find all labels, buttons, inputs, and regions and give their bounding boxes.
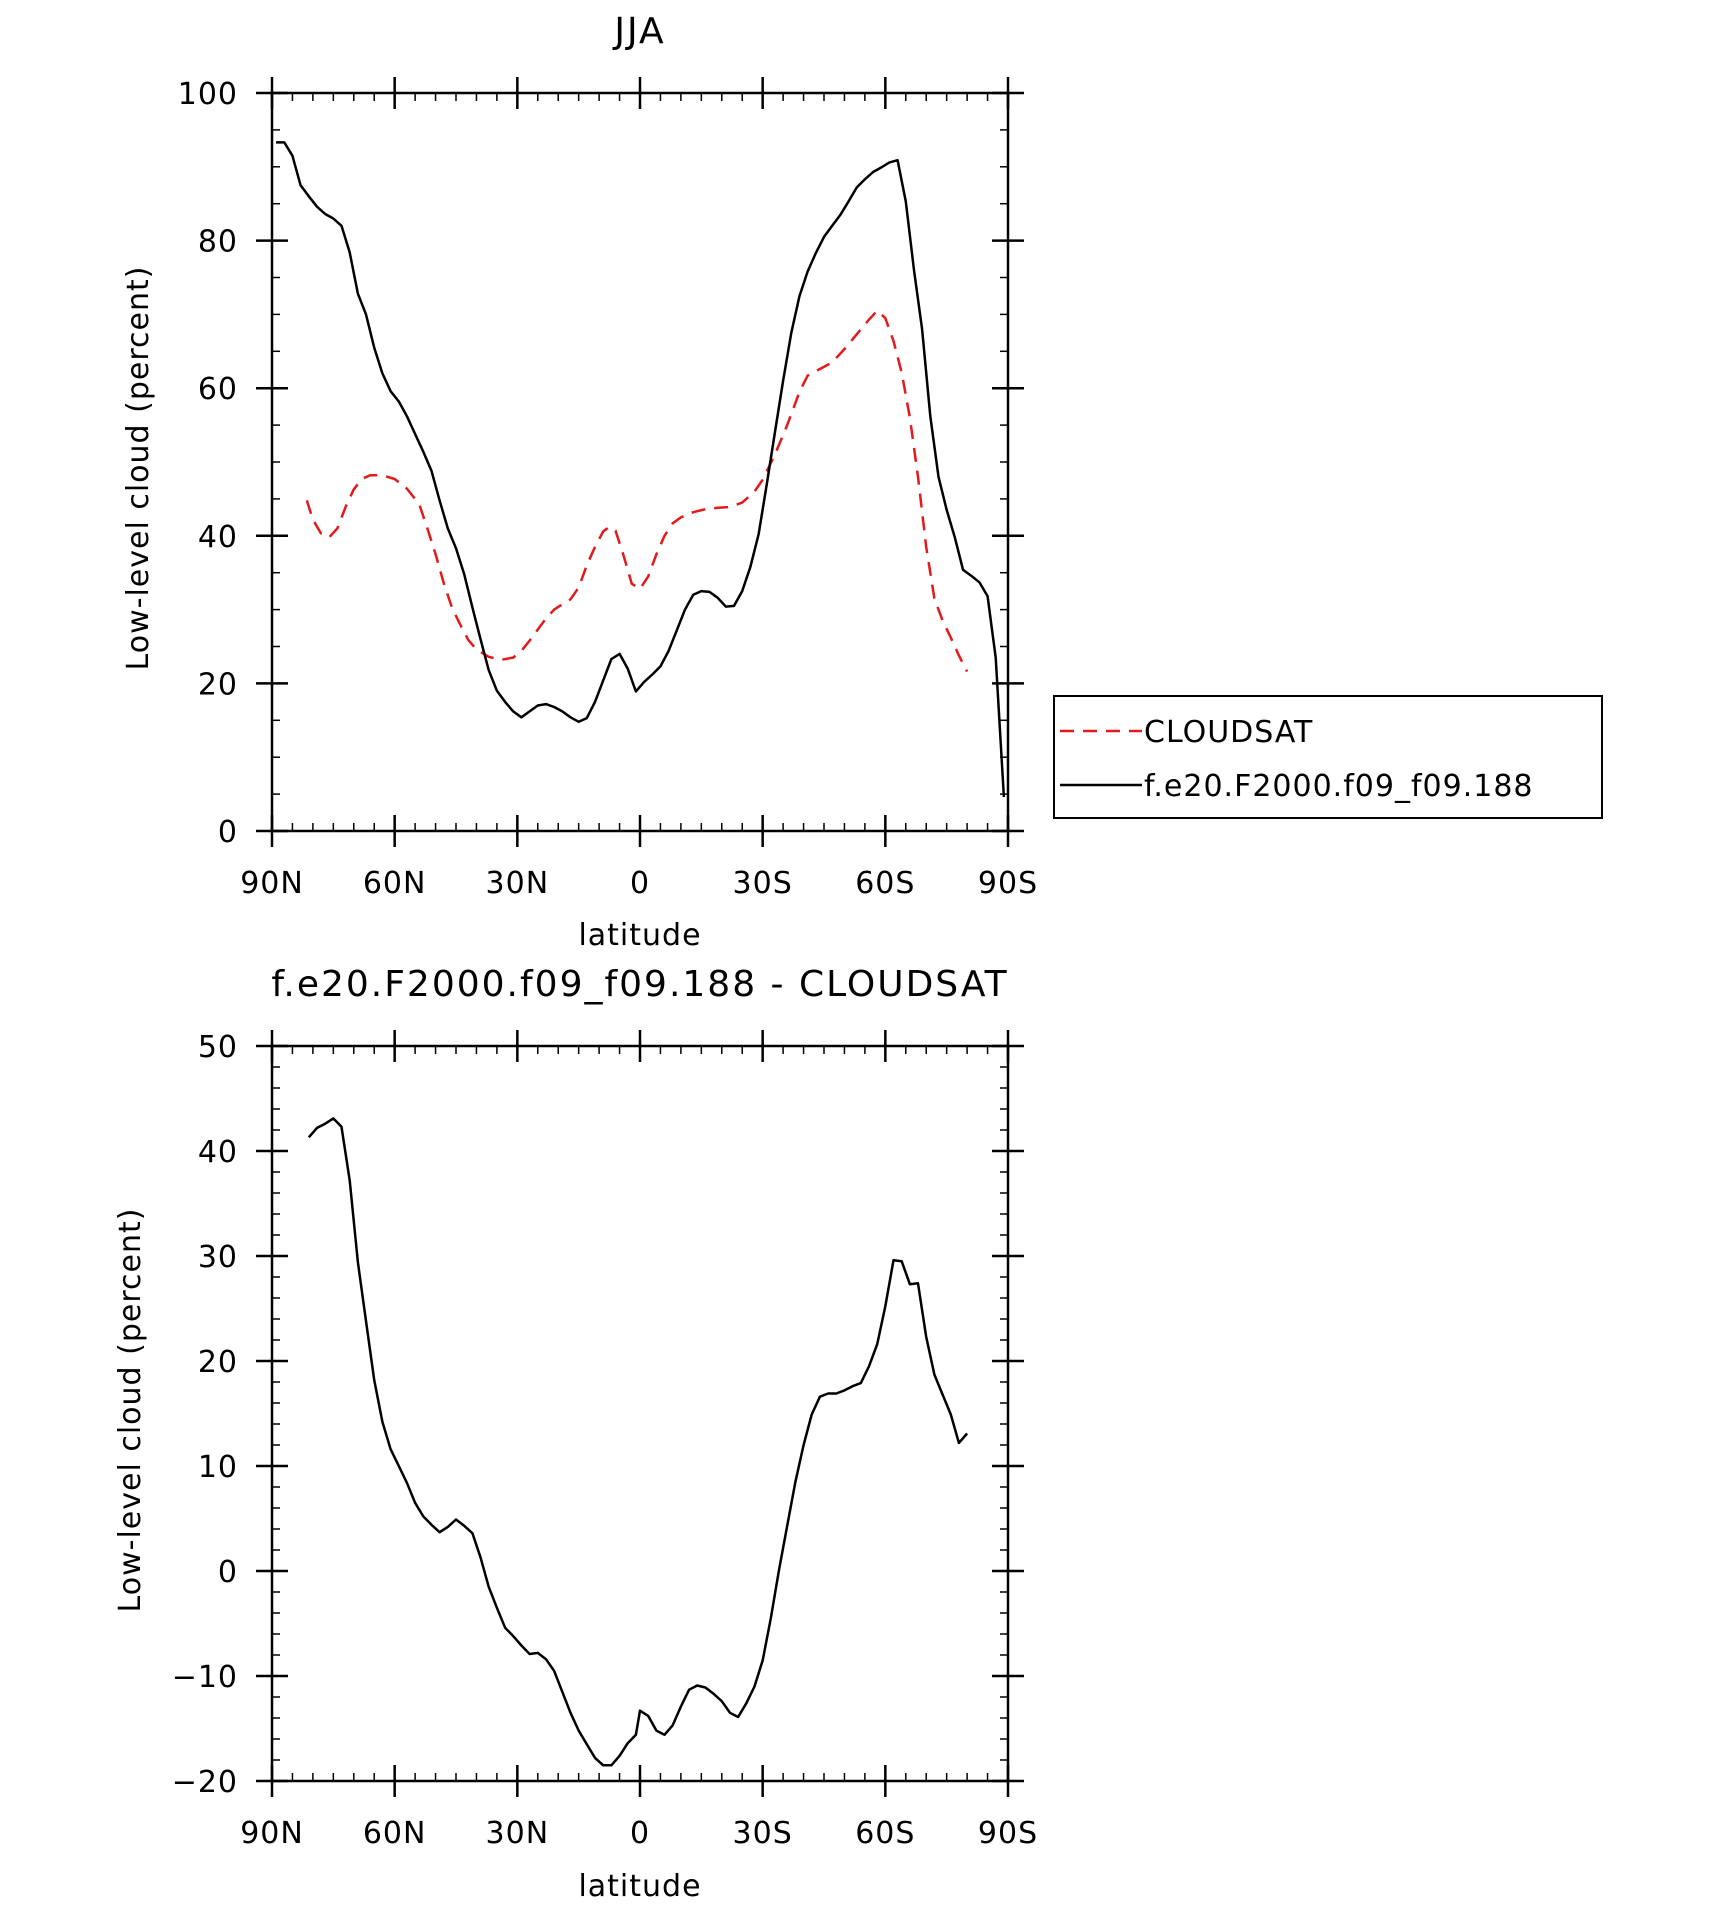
- top-chart-title: JJA: [612, 11, 665, 52]
- legend-box: [1053, 695, 1603, 819]
- y-tick-label: 10: [198, 1450, 238, 1485]
- series-line-f-e20-f2000-f09-f09-188: [276, 141, 1006, 798]
- top-axis-ticks: 90N 60N 30N 0 30S 60S 90S 0 20 40 60 80 100: [178, 77, 1038, 901]
- x-tick-label: 60S: [855, 1816, 915, 1851]
- bottom-chart-title: f.e20.F2000.f09_f09.188 - CLOUDSAT: [271, 964, 1008, 1005]
- series-line-cloudsat: [305, 309, 969, 673]
- y-tick-label: 40: [198, 1135, 238, 1170]
- bottom-axis-ticks: 90N 60N 30N 0 30S 60S 90S −20 −10 0 10 20 30 40 50: [172, 1030, 1038, 1851]
- x-tick-label: 90N: [240, 1816, 304, 1851]
- y-tick-label: 0: [218, 1555, 238, 1590]
- legend-label-cloudsat: CLOUDSAT: [1144, 715, 1313, 750]
- legend: CLOUDSAT f.e20.F2000.f09_f09.188: [1053, 695, 1603, 819]
- bottom-panel: f.e20.F2000.f09_f09.188 - CLOUDSAT latit…: [113, 964, 1038, 1904]
- x-tick-label: 90N: [240, 866, 304, 901]
- x-tick-label: 30S: [733, 1816, 793, 1851]
- top-x-axis-title: latitude: [578, 918, 701, 953]
- x-tick-label: 30N: [486, 1816, 550, 1851]
- x-tick-label: 90S: [978, 1816, 1038, 1851]
- legend-label-model: f.e20.F2000.f09_f09.188: [1144, 769, 1534, 804]
- y-tick-label: 50: [198, 1030, 238, 1065]
- bottom-x-axis-title: latitude: [578, 1869, 701, 1904]
- y-tick-label: 40: [198, 520, 238, 555]
- x-tick-label: 90S: [978, 866, 1038, 901]
- y-tick-label: 0: [218, 815, 238, 850]
- x-tick-label: 30N: [486, 866, 550, 901]
- top-series-group: [276, 141, 1006, 798]
- y-tick-label: 20: [198, 667, 238, 702]
- top-plot-frame: [270, 91, 1010, 833]
- bottom-series-group: [307, 1117, 969, 1767]
- x-tick-label: 0: [630, 866, 650, 901]
- y-tick-label: 100: [178, 77, 238, 112]
- bottom-plot-frame: [270, 1044, 1010, 1783]
- y-tick-label: 30: [198, 1240, 238, 1275]
- x-tick-label: 30S: [733, 866, 793, 901]
- y-tick-label: 20: [198, 1345, 238, 1380]
- x-tick-label: 60N: [363, 1816, 427, 1851]
- y-tick-label: −20: [172, 1765, 238, 1800]
- series-line-difference: [307, 1117, 969, 1767]
- bottom-y-axis-title: Low-level cloud (percent): [113, 1208, 148, 1613]
- y-tick-label: 60: [198, 372, 238, 407]
- top-panel: JJA latitude Low-level cloud (percent) 9…: [121, 11, 1038, 953]
- y-tick-label: 80: [198, 225, 238, 260]
- x-tick-label: 60S: [855, 866, 915, 901]
- y-tick-label: −10: [172, 1660, 238, 1695]
- x-tick-label: 0: [630, 1816, 650, 1851]
- x-tick-label: 60N: [363, 866, 427, 901]
- top-y-axis-title: Low-level cloud (percent): [121, 266, 156, 671]
